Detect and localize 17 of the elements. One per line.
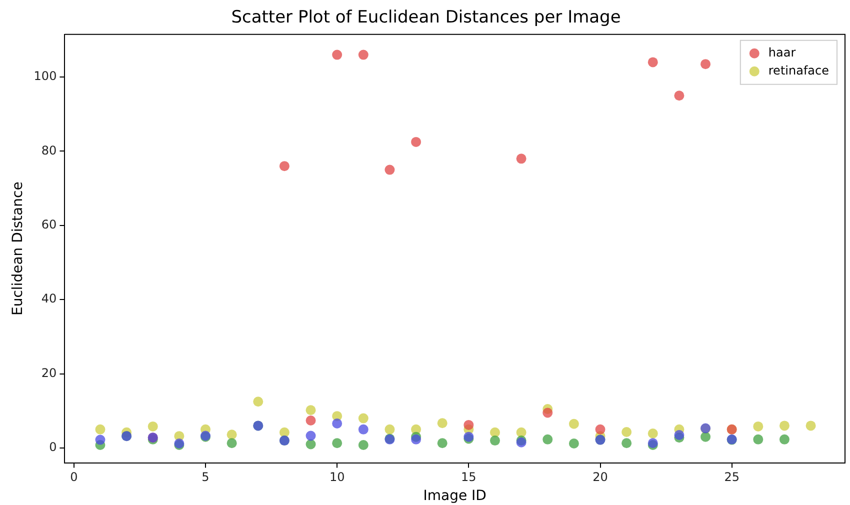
y-tick-label: 60 — [41, 218, 57, 232]
x-tick-label: 0 — [70, 470, 78, 484]
x-axis-title: Image ID — [423, 488, 486, 504]
y-tick-label: 40 — [41, 292, 57, 306]
y-tick-label: 100 — [34, 69, 57, 84]
x-tick-label: 15 — [461, 470, 476, 484]
y-tick-label: 80 — [41, 143, 57, 158]
chart-title: Scatter Plot of Euclidean Distances per Image — [231, 8, 621, 28]
x-tick-label: 10 — [329, 470, 345, 484]
legend-label: haar — [768, 46, 796, 60]
x-tick-label: 20 — [592, 470, 608, 484]
x-tick-label: 5 — [202, 470, 210, 484]
y-axis-title: Euclidean Distance — [10, 182, 26, 316]
y-tick-label: 0 — [49, 440, 57, 454]
y-tick-label: 20 — [41, 366, 57, 380]
x-tick-label: 25 — [724, 470, 740, 484]
legend-label: retinaface — [768, 64, 829, 78]
